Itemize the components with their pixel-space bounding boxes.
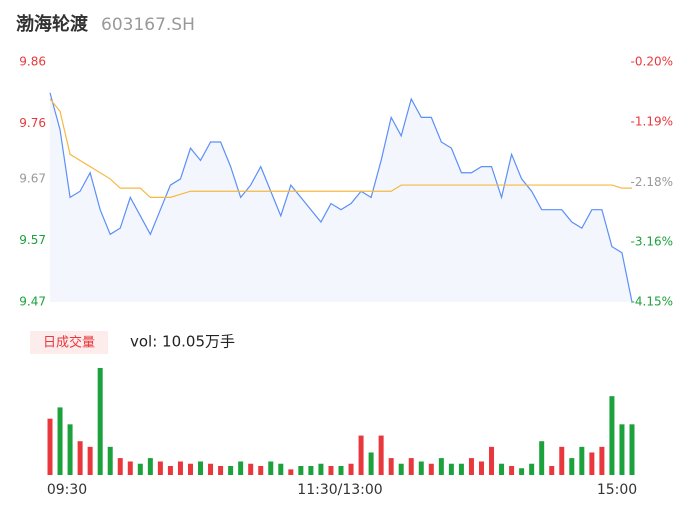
volume-bar [378,435,384,475]
stock-code: 603167.SH [101,15,195,35]
volume-bar [87,446,93,475]
volume-legend-bg [30,331,108,354]
volume-bar [308,465,314,475]
volume-bar [519,468,525,475]
volume-bar [489,446,495,475]
y-tick-label: 9.57 [19,233,46,247]
volume-bar [278,463,284,475]
volume-bar [368,452,374,475]
volume-bar [328,465,334,475]
volume-bar [398,463,404,475]
volume-bar [579,446,585,475]
volume-bar [107,446,113,475]
volume-bar [619,424,625,475]
volume-legend: 日成交量 [43,335,95,351]
stock-name: 渤海轮渡 [16,13,89,35]
volume-bar [67,424,73,475]
volume-bar [127,461,133,475]
volume-bar [408,458,414,475]
volume-bar [388,458,394,475]
volume-total: vol: 10.05万手 [130,333,235,351]
volume-bar [509,465,515,475]
volume-bar [47,418,53,475]
volume-bar [549,465,555,475]
volume-bar [268,461,274,475]
price-area [50,92,632,303]
volume-bar [238,461,244,475]
volume-bar [318,463,324,475]
volume-bar [529,463,535,475]
volume-bar [258,465,264,475]
x-tick-label: 11:30/13:00 [297,482,382,498]
volume-bar [288,469,294,475]
volume-bar [218,465,224,475]
volume-bar [177,461,183,475]
volume-bar [198,461,204,475]
volume-bar [448,463,454,475]
volume-bar [77,441,83,475]
volume-bar [298,465,304,475]
volume-bar [157,461,163,475]
volume-bar [348,463,354,475]
volume-bar [499,463,505,475]
y2-tick-label: -3.16% [631,234,673,248]
y-tick-label: 9.67 [19,171,46,185]
y-tick-label: 9.86 [19,55,46,69]
volume-bar [228,465,234,475]
y2-tick-label: -1.19% [631,115,673,129]
y2-tick-label: -4.15% [631,295,673,309]
volume-bar [438,458,444,475]
x-tick-label: 09:30 [47,482,87,498]
y-tick-label: 9.47 [19,295,46,309]
volume-bar [428,463,434,475]
volume-bar [187,463,193,475]
price-line [49,92,633,303]
volume-bar [458,463,464,475]
volume-bar [609,396,615,475]
volume-bar [57,407,63,475]
volume-bar [468,458,474,475]
volume-bar [629,424,635,475]
y2-tick-label: -0.20% [631,55,673,69]
volume-bar [478,461,484,475]
volume-bar [97,368,103,475]
volume-bar [248,463,254,475]
volume-bar [559,446,565,475]
volume-bar [358,435,364,475]
x-tick-label: 15:00 [597,482,637,498]
volume-bar [539,441,545,475]
volume-bar [418,461,424,475]
y-tick-label: 9.76 [19,116,46,130]
volume-bar [589,452,595,475]
volume-bar [599,446,605,475]
volume-bar [147,458,153,475]
volume-bar [137,463,143,475]
volume-bar [117,458,123,475]
volume-bar [208,463,214,475]
y2-tick-label: -2.18% [631,175,673,189]
volume-bar [338,465,344,475]
avg-line [49,98,632,198]
volume-bar [569,458,575,475]
volume-bar [167,465,173,475]
